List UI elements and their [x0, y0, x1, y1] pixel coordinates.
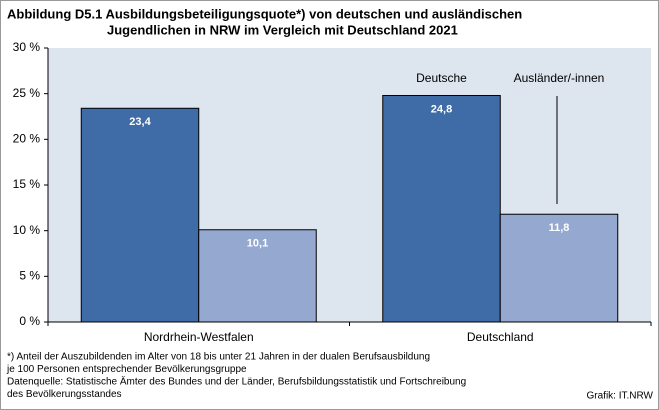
- footnote: des Bevölkerungsstandes: [7, 389, 122, 400]
- footnote: Datenquelle: Statistische Ämter des Bund…: [7, 376, 466, 388]
- bar: [198, 229, 317, 323]
- value-label: 10,1: [247, 238, 268, 250]
- y-tick-label: 0 %: [19, 314, 40, 328]
- y-tick-label: 25 %: [13, 86, 41, 100]
- y-tick-label: 5 %: [19, 269, 40, 283]
- footnote: *) Anteil der Auszubildenden im Alter vo…: [7, 352, 430, 363]
- x-tick-label: Nordrhein-Westfalen: [144, 330, 254, 344]
- footnote: je 100 Personen entsprechender Bevölkeru…: [6, 364, 247, 375]
- legend-label: Deutsche: [416, 71, 467, 85]
- chart-title: Abbildung D5.1 Ausbildungsbeteiligungsqu…: [7, 6, 522, 21]
- y-tick-label: 10 %: [13, 223, 41, 237]
- bar: [80, 107, 200, 323]
- bar: [382, 94, 501, 323]
- legend-label: Ausländer/-innen: [514, 71, 605, 85]
- y-tick-label: 20 %: [13, 132, 41, 146]
- y-tick-label: 30 %: [13, 40, 41, 54]
- value-label: 23,4: [129, 116, 151, 128]
- chart-title: Jugendlichen in NRW im Vergleich mit Deu…: [107, 22, 458, 37]
- y-tick-label: 15 %: [13, 177, 41, 191]
- source: Grafik: IT.NRW: [587, 391, 654, 402]
- value-label: 24,8: [431, 103, 452, 115]
- value-label: 11,8: [549, 222, 570, 234]
- bar: [499, 213, 619, 323]
- x-tick-label: Deutschland: [467, 330, 534, 344]
